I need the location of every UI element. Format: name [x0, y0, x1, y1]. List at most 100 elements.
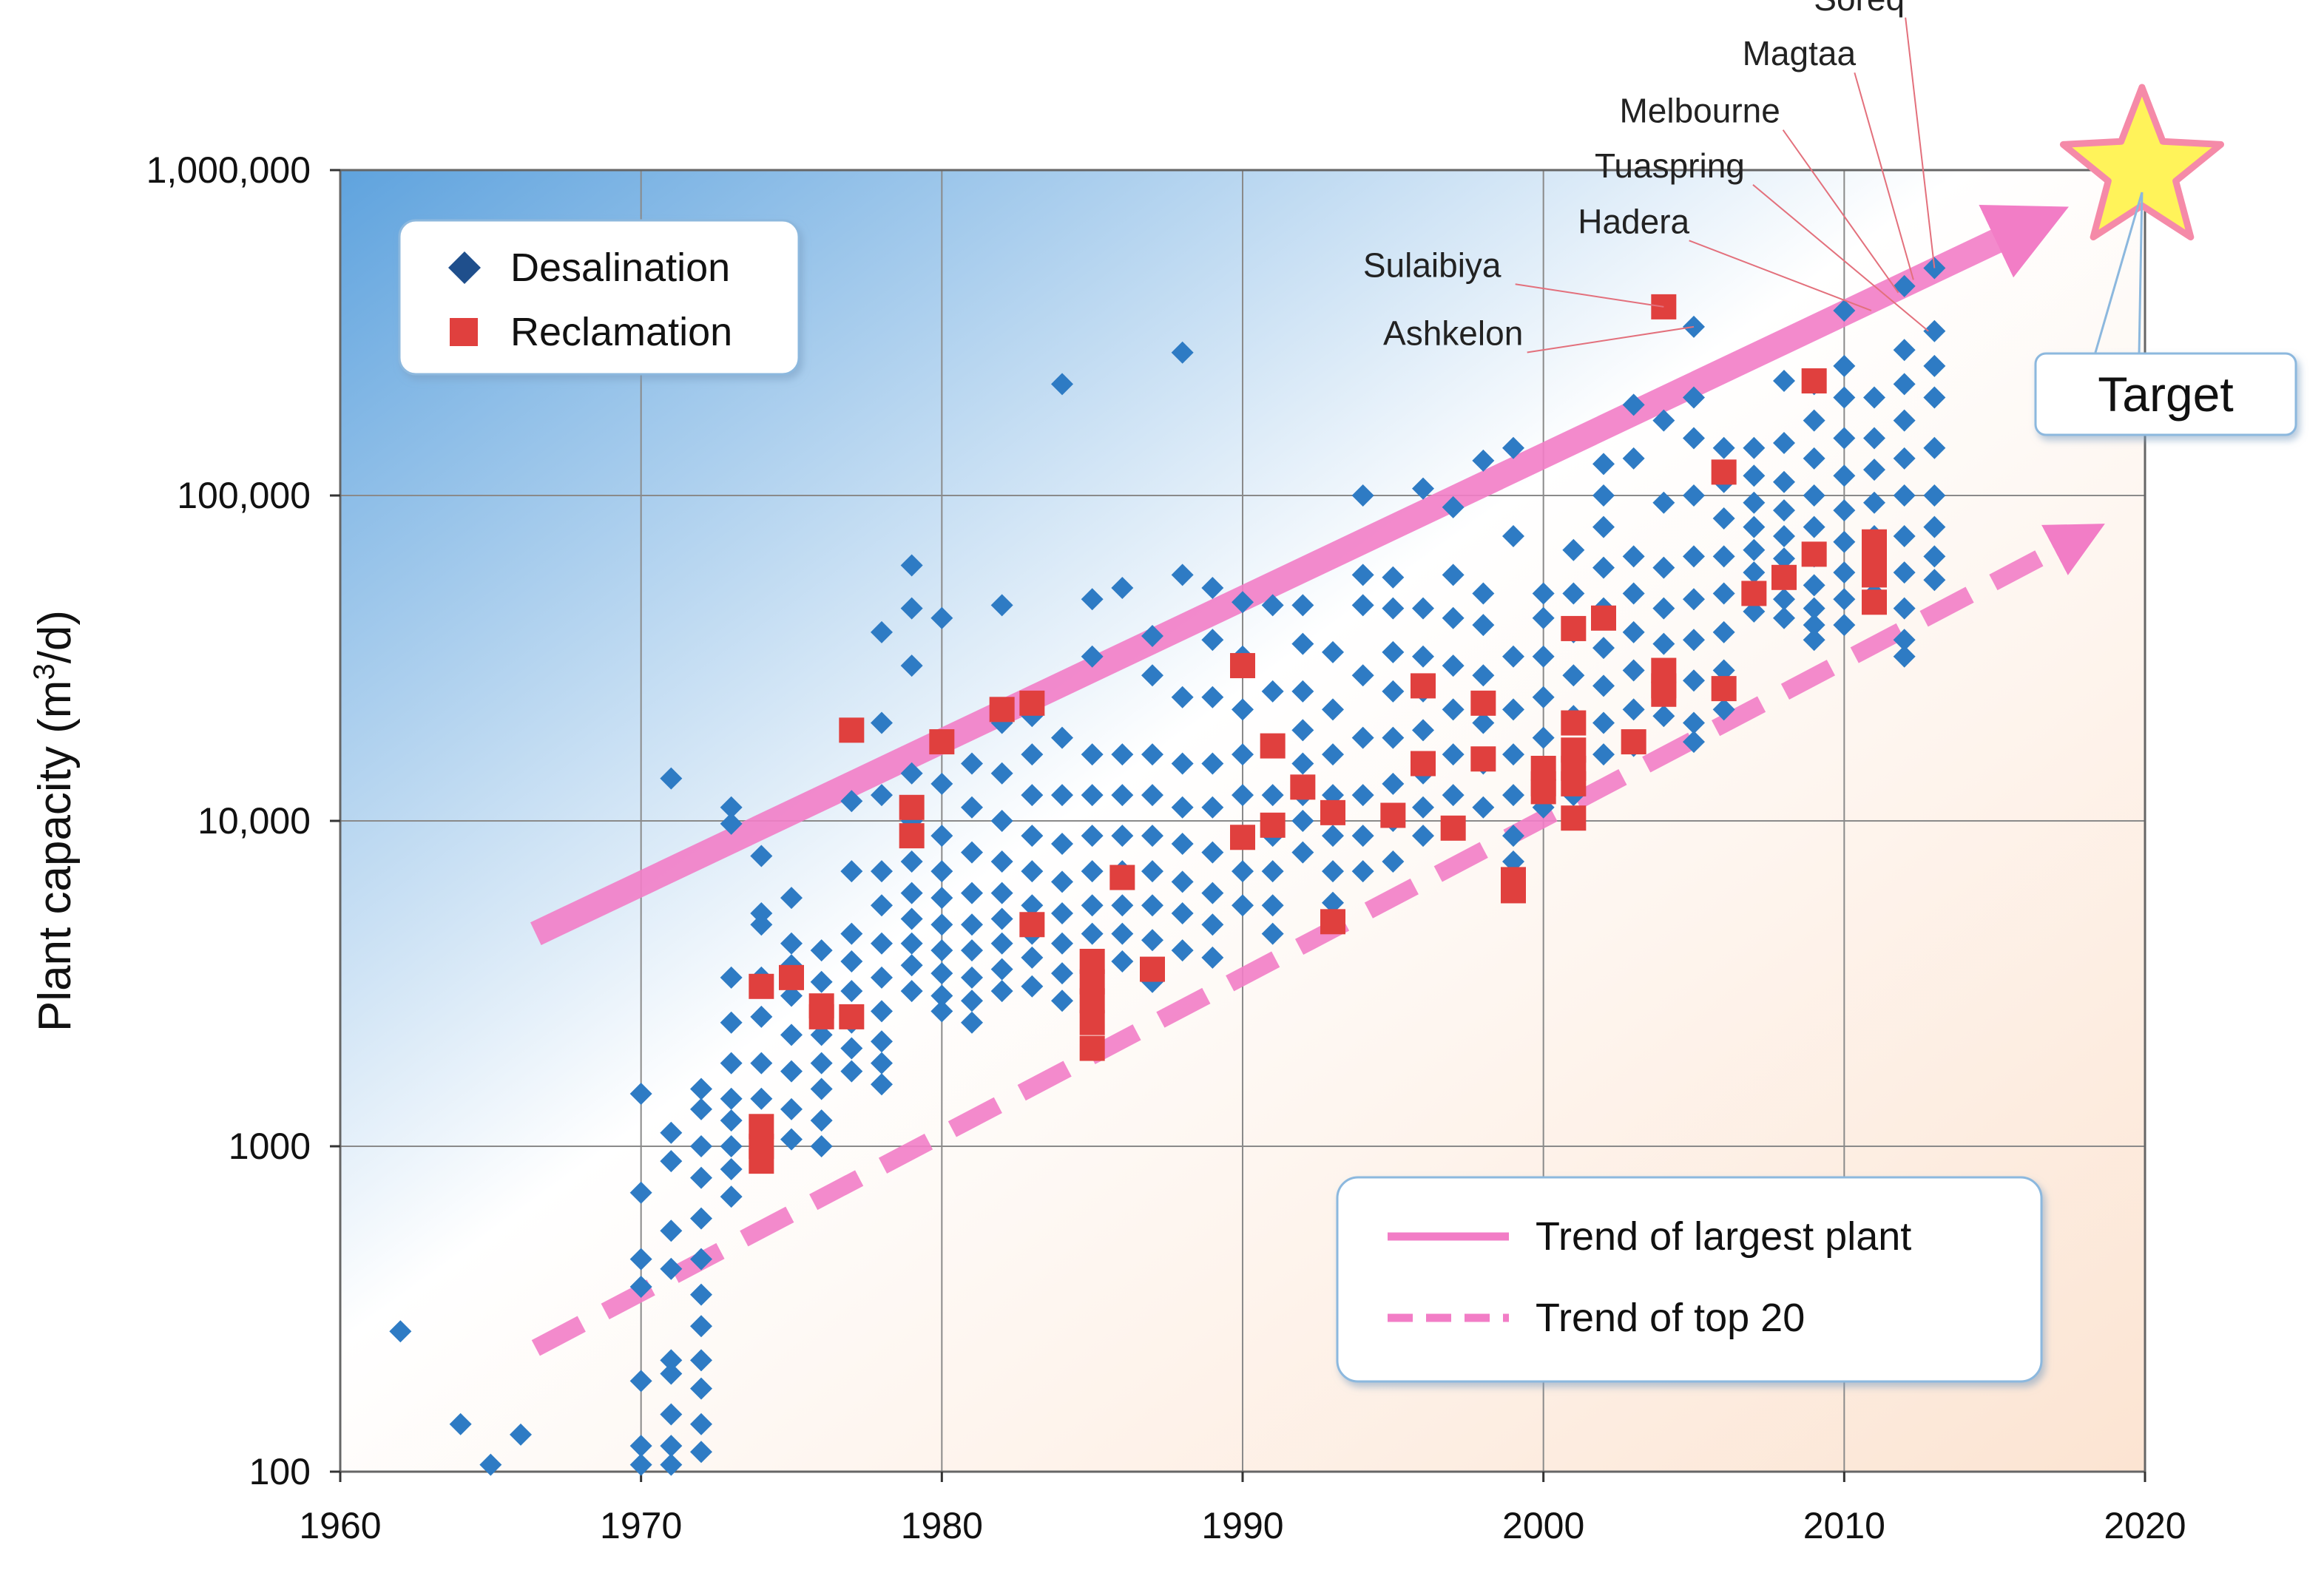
desalination-point	[1322, 640, 1344, 663]
desalination-point	[990, 907, 1013, 930]
desalination-point	[1923, 515, 1946, 538]
desalination-point	[1833, 299, 1856, 322]
desalination-point	[1111, 922, 1134, 945]
y-axis-label: Plant capacity (m3/d)	[28, 610, 81, 1032]
desalination-point	[720, 1158, 743, 1181]
desalination-point	[1683, 484, 1705, 507]
desalination-point	[660, 1219, 683, 1242]
desalination-point	[750, 1052, 773, 1075]
desalination-point	[1291, 810, 1314, 832]
desalination-point	[1201, 752, 1224, 775]
reclamation-point	[1651, 681, 1677, 707]
target-label: Target	[2098, 367, 2233, 422]
desalination-point	[1833, 354, 1856, 377]
desalination-point	[1021, 894, 1044, 917]
desalination-point	[930, 772, 953, 795]
x-tick-label: 2000	[1502, 1505, 1584, 1546]
desalination-point	[1773, 606, 1795, 629]
desalination-point	[930, 984, 953, 1007]
desalination-point	[690, 1166, 712, 1189]
desalination-point	[1051, 989, 1073, 1012]
desalination-point	[1051, 901, 1073, 924]
target-leader-line	[2093, 192, 2144, 356]
desalination-point	[1803, 409, 1825, 432]
desalination-point	[1712, 582, 1735, 605]
desalination-point	[1712, 545, 1735, 568]
desalination-point	[1201, 576, 1224, 599]
desalination-point	[1833, 464, 1856, 487]
desalination-point	[780, 1024, 803, 1046]
desalination-point	[871, 860, 893, 883]
desalination-point	[1652, 409, 1675, 432]
reclamation-point	[1561, 805, 1587, 831]
desalination-point	[1652, 556, 1675, 579]
desalination-point	[1322, 698, 1344, 721]
desalination-point	[1622, 545, 1645, 568]
desalination-point	[871, 711, 893, 734]
desalination-point	[1081, 588, 1104, 611]
reclamation-point	[1079, 1009, 1105, 1035]
desalination-point	[690, 1097, 712, 1120]
desalination-point	[1712, 698, 1735, 721]
reclamation-point	[1862, 562, 1887, 588]
desalination-point	[1502, 784, 1524, 807]
desalination-point	[780, 932, 803, 955]
desalination-point	[510, 1423, 532, 1446]
reclamation-point	[929, 729, 955, 755]
desalination-point	[1803, 447, 1825, 470]
desalination-point	[1472, 449, 1495, 472]
desalination-point	[1322, 825, 1344, 848]
desalination-point	[961, 882, 983, 904]
annotation-leader-line	[1752, 184, 1929, 332]
desalination-point	[990, 932, 1013, 955]
desalination-point	[1322, 860, 1344, 883]
desalination-point	[961, 841, 983, 864]
desalination-point	[660, 1257, 683, 1280]
desalination-point	[1351, 664, 1374, 687]
target-callout-box	[2034, 352, 2297, 436]
desalination-point	[1412, 719, 1434, 742]
desalination-point	[660, 1150, 683, 1173]
desalination-point	[1923, 386, 1946, 409]
annotation-leader-line	[1782, 129, 1899, 294]
desalination-point	[1893, 447, 1916, 470]
x-tick-label: 1960	[299, 1505, 381, 1546]
desalination-point	[1111, 894, 1134, 917]
desalination-point	[1502, 436, 1524, 459]
desalination-point	[720, 1052, 743, 1075]
desalination-point	[1351, 594, 1374, 617]
desalination-point	[871, 1000, 893, 1023]
desalination-point	[1021, 784, 1044, 807]
desalination-point	[1712, 659, 1735, 682]
desalination-point	[1773, 524, 1795, 547]
desalination-point	[961, 796, 983, 819]
desalination-point	[1351, 726, 1374, 749]
reclamation-point	[1109, 865, 1135, 890]
legend-diamond-icon	[448, 251, 481, 284]
desalination-point	[1351, 825, 1374, 848]
desalination-point	[840, 922, 863, 945]
desalination-point	[1201, 629, 1224, 652]
desalination-point	[871, 784, 893, 807]
desalination-point	[1201, 841, 1224, 864]
desalination-point	[629, 1453, 652, 1476]
desalination-point	[900, 980, 923, 1003]
desalination-point	[1141, 743, 1163, 766]
desalination-point	[1232, 743, 1254, 766]
desalination-point	[1111, 743, 1134, 766]
x-tick-label: 2020	[2104, 1505, 2186, 1546]
desalination-point	[1863, 386, 1885, 409]
reclamation-point	[1470, 746, 1496, 772]
desalination-point	[720, 1011, 743, 1034]
desalination-point	[930, 606, 953, 629]
y-tick-label: 1,000,000	[146, 149, 311, 191]
desalination-point	[629, 1370, 652, 1393]
desalination-point	[1622, 698, 1645, 721]
reclamation-point	[1320, 909, 1345, 935]
desalination-point	[690, 1283, 712, 1306]
desalination-point	[1442, 654, 1465, 677]
desalination-point	[479, 1453, 502, 1476]
desalination-point	[1322, 743, 1344, 766]
desalination-point	[990, 882, 1013, 904]
annotation-leader-line	[1689, 240, 1872, 311]
